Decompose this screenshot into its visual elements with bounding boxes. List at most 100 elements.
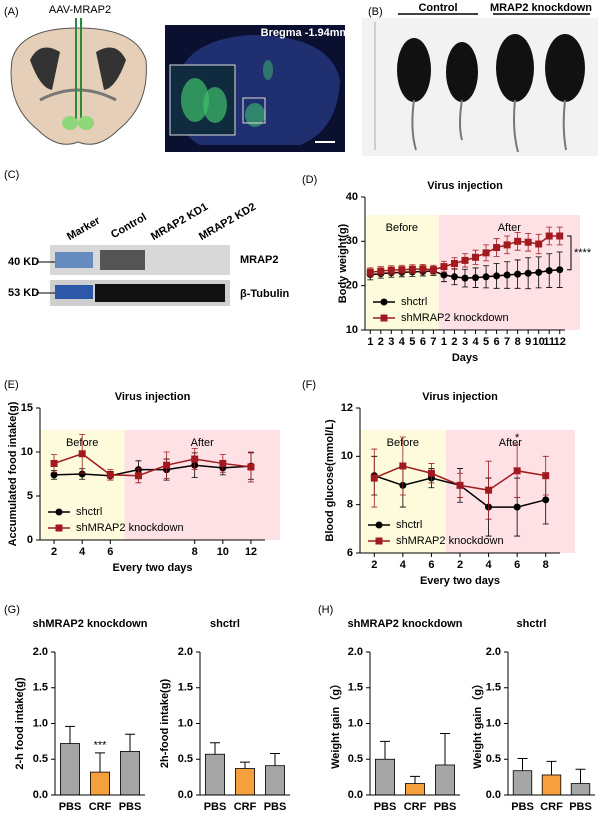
legend-marker: [380, 314, 388, 322]
x-tick-label: 8: [543, 559, 549, 571]
data-point: [450, 260, 458, 267]
chart-title: shMRAP2 knockdown: [33, 618, 148, 630]
bar: [570, 783, 591, 796]
mouse-photo: [362, 13, 598, 156]
y-axis-label: Weight gain（g）: [471, 678, 484, 769]
y-tick-label: 1.0: [33, 717, 48, 729]
size-label: 53 KD: [8, 287, 39, 299]
y-tick-label: 0.0: [33, 789, 48, 801]
y-tick-label: 1.5: [178, 682, 193, 694]
x-tick-label: 3: [462, 336, 468, 348]
data-point: [524, 269, 532, 277]
chart-title: shMRAP2 knockdown: [348, 618, 463, 630]
x-tick-label: 7: [504, 336, 510, 348]
error-bar: [575, 768, 586, 784]
bar: [264, 765, 285, 796]
y-tick-label: 1.0: [348, 717, 363, 729]
y-tick-label: 0.5: [486, 753, 501, 765]
y-tick-label: 12: [341, 402, 353, 414]
data-point: [461, 256, 469, 264]
data-point: [134, 472, 142, 480]
panel-label: (C): [4, 169, 19, 181]
y-tick-label: 20: [346, 280, 358, 292]
legend-label: shMRAP2 knockdown: [401, 312, 509, 324]
legend-label: shMRAP2 knockdown: [396, 535, 504, 547]
data-point: [542, 472, 550, 480]
significance-bracket: [567, 235, 572, 271]
y-tick-label: 1.5: [348, 682, 363, 694]
data-point: [398, 266, 406, 274]
x-tick-label: 8: [515, 336, 521, 348]
legend-marker: [380, 298, 388, 306]
y-tick-label: 40: [346, 191, 358, 203]
bar: [541, 774, 562, 796]
error-bar: [125, 733, 135, 752]
data-point: [472, 253, 480, 261]
y-tick-label: 0.5: [178, 753, 193, 765]
size-label: 40 KD: [8, 256, 39, 268]
group-label: MRAP2 knockdown: [490, 2, 592, 14]
x-tick-label: 4: [400, 559, 407, 571]
y-tick-label: 10: [21, 446, 33, 458]
x-tick-label: 10: [217, 546, 229, 558]
x-axis-label: Days: [452, 352, 478, 364]
y-tick-label: 15: [21, 402, 33, 414]
x-tick-label: 6: [420, 336, 426, 348]
bregma-label: Bregma -1.94mm: [261, 27, 350, 39]
legend-label: shMRAP2 knockdown: [76, 522, 184, 534]
y-tick-label: 0.5: [33, 753, 48, 765]
region-label: Before: [386, 222, 418, 234]
x-tick-label: 11: [543, 336, 555, 348]
y-tick-label: 0.0: [178, 789, 193, 801]
error-bar: [210, 742, 220, 755]
y-axis-label: Weight gain（g）: [329, 678, 342, 769]
y-axis-label: 2-h food intake(g): [14, 677, 26, 770]
x-tick-label: PBS: [59, 801, 82, 813]
bar: [60, 743, 81, 796]
region-label: After: [498, 222, 522, 234]
error-bar: [546, 760, 557, 775]
data-point: [440, 271, 448, 279]
chart-title: Virus injection: [422, 391, 498, 403]
y-tick-label: 1.0: [178, 717, 193, 729]
legend-marker: [375, 521, 383, 529]
bar: [512, 770, 533, 796]
data-point: [545, 232, 553, 240]
y-tick-label: 0.0: [348, 789, 363, 801]
legend-marker: [55, 524, 63, 532]
data-point: [427, 469, 435, 477]
x-tick-label: 4: [399, 336, 406, 348]
significance: *: [515, 432, 520, 444]
panel-label: (G): [4, 604, 20, 616]
x-tick-label: 2: [457, 559, 463, 571]
bar: [234, 768, 255, 796]
data-point: [191, 455, 199, 463]
y-tick-label: 1.5: [33, 682, 48, 694]
x-tick-label: 6: [514, 559, 520, 571]
panel-label: (A): [4, 6, 19, 18]
y-tick-label: 30: [346, 235, 358, 247]
y-tick-label: 2.0: [348, 646, 363, 658]
series-line: [54, 464, 251, 477]
x-tick-label: 2: [451, 336, 457, 348]
virus-label: AAV-MRAP2: [49, 4, 111, 16]
data-point: [78, 470, 86, 478]
series-line: [53, 452, 252, 477]
x-tick-label: 10: [533, 336, 545, 348]
data-point: [542, 496, 550, 504]
x-tick-label: CRF: [540, 801, 563, 813]
x-tick-label: CRF: [234, 801, 257, 813]
panel-label: (F): [302, 379, 316, 391]
x-tick-label: 7: [430, 336, 436, 348]
y-tick-label: 5: [27, 490, 33, 502]
x-axis-label: Every two days: [420, 575, 500, 587]
data-point: [163, 461, 171, 469]
data-point: [524, 238, 532, 246]
panel-label: (D): [302, 174, 317, 186]
x-tick-label: PBS: [374, 801, 397, 813]
x-tick-label: 5: [409, 336, 415, 348]
data-point: [429, 266, 437, 274]
y-tick-label: 0: [27, 534, 33, 546]
x-tick-label: 12: [554, 336, 566, 348]
chart-title: Virus injection: [115, 391, 191, 403]
